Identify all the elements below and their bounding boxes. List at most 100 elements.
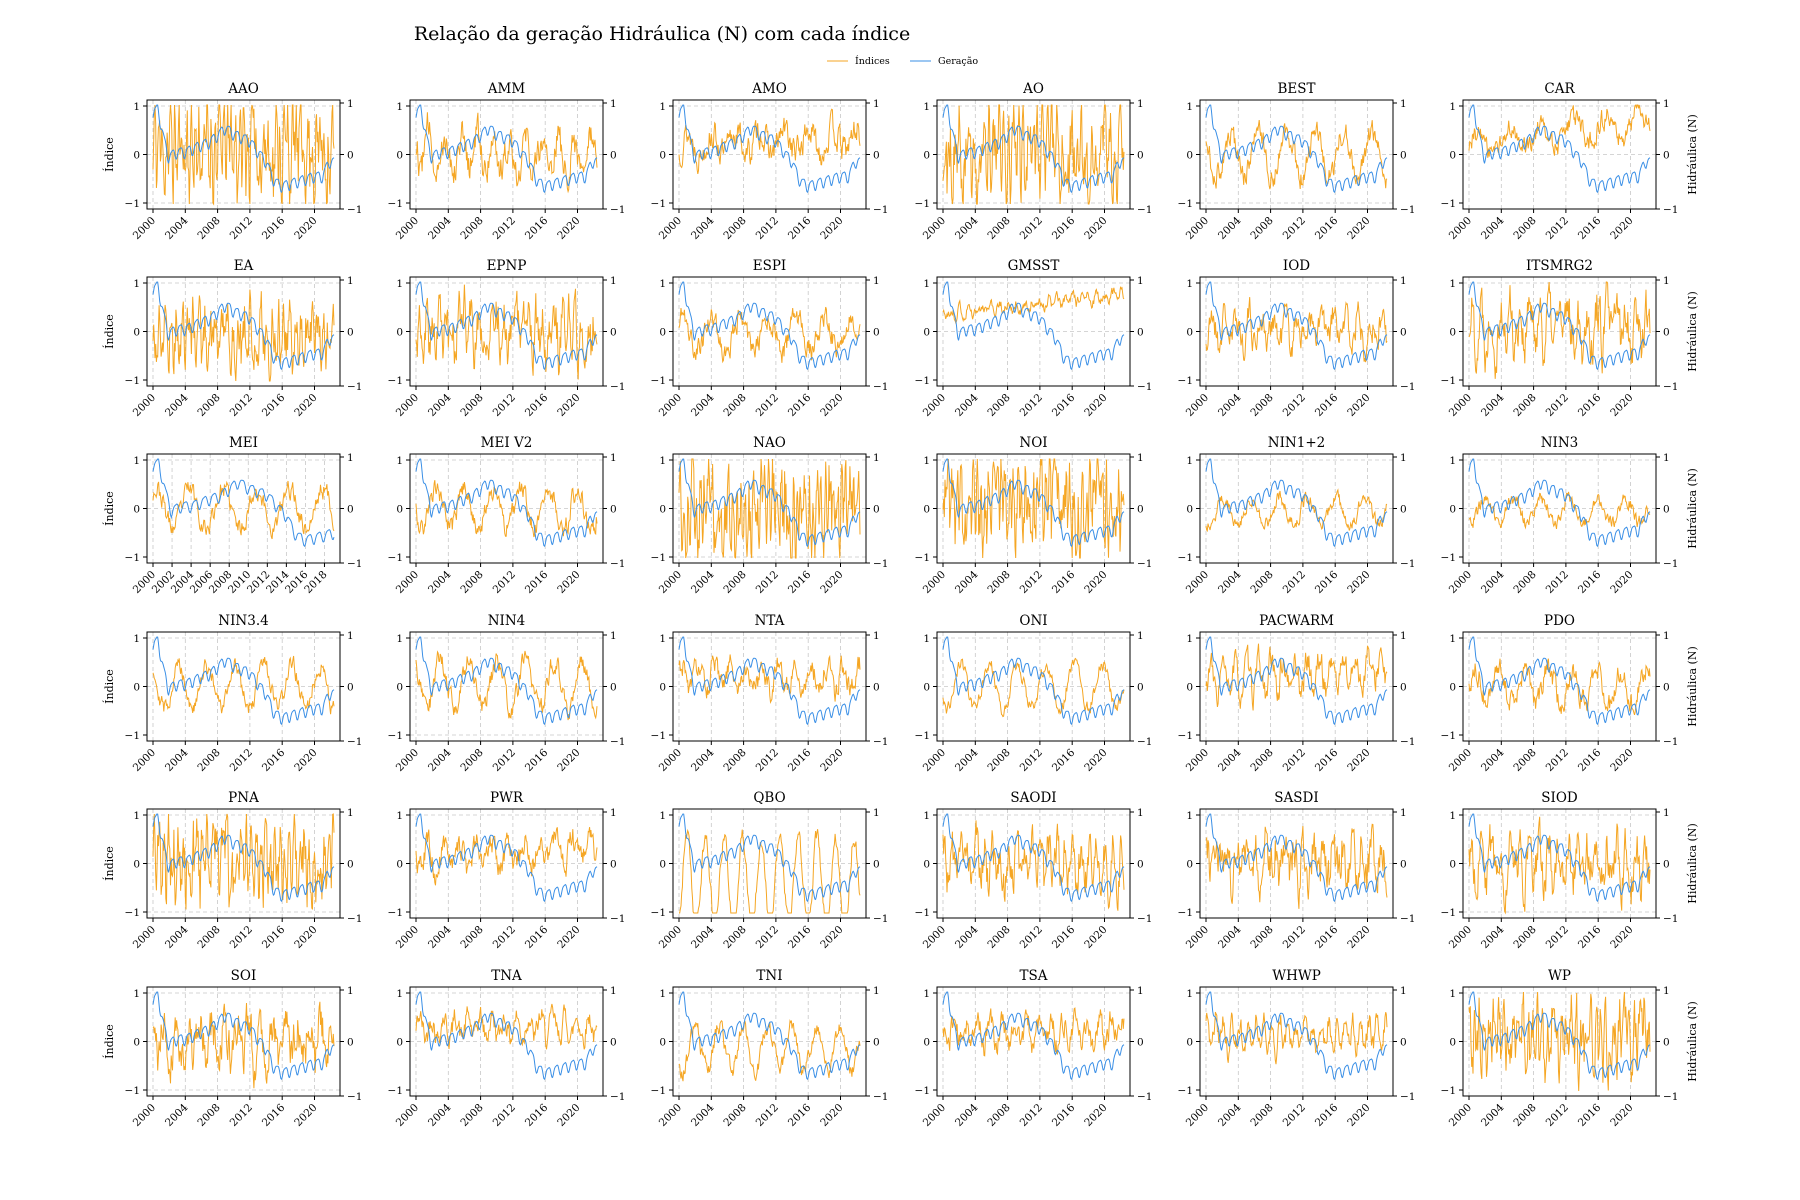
y-tick-label-right: 0 xyxy=(1400,859,1407,871)
series-indices xyxy=(1205,488,1388,533)
panel-title: SIOD xyxy=(1541,790,1578,806)
series-geracao xyxy=(1205,281,1388,371)
x-tick-label: 2016 xyxy=(523,391,551,419)
y-tick-label-right: 1 xyxy=(873,98,880,110)
y-tick-label-left: 0 xyxy=(659,859,666,871)
series-indices xyxy=(942,286,1125,325)
y-tick-label-left: 1 xyxy=(396,633,403,645)
y-tick-label-right: 0 xyxy=(347,150,354,162)
y-axis-label-left: Índice xyxy=(102,669,116,704)
x-tick-label: 2020 xyxy=(818,924,845,951)
x-tick-label: 2016 xyxy=(1050,214,1078,242)
y-tick-label-right: 1 xyxy=(1663,630,1670,642)
panel-nin3: NIN3 1 0 −1 −1 0 1 2000 2004 2008 2012 2016 2020 Hidr… xyxy=(1441,435,1699,596)
x-tick-label: 2012 xyxy=(754,215,781,242)
y-tick-label-left: 0 xyxy=(1186,327,1193,339)
series-indices xyxy=(678,306,861,364)
y-tick-label-left: 1 xyxy=(133,455,140,467)
y-tick-label-left: 1 xyxy=(133,633,140,645)
x-tick-label: 2000 xyxy=(131,924,158,951)
y-tick-label-left: 0 xyxy=(396,327,403,339)
x-tick-label: 2004 xyxy=(163,1101,191,1129)
x-tick-label: 2004 xyxy=(953,214,981,242)
y-tick-label-right: 1 xyxy=(610,807,617,819)
x-tick-label: 2012 xyxy=(1281,1102,1308,1129)
x-tick-label: 2016 xyxy=(786,923,814,951)
y-tick-label-right: −1 xyxy=(347,381,362,393)
y-tick-label-left: 0 xyxy=(659,504,666,516)
x-tick-label: 2000 xyxy=(394,1102,421,1129)
x-tick-label: 2012 xyxy=(754,569,781,596)
panel-epnp: EPNP 1 0 −1 −1 0 1 2000 2004 2008 2012 2016 2020 xyxy=(388,258,626,419)
y-axis-label-right: Hidráulica (N) xyxy=(1686,114,1699,195)
y-tick-label-right: 1 xyxy=(1400,985,1407,997)
x-tick-label: 2000 xyxy=(1184,1102,1211,1129)
y-tick-label-right: 0 xyxy=(610,327,617,339)
panel-title: WP xyxy=(1548,968,1571,984)
panel-saodi: SAODI 1 0 −1 −1 0 1 2000 2004 2008 2012 2016 2020 xyxy=(915,790,1153,951)
y-tick-label-left: 1 xyxy=(1449,810,1456,822)
y-tick-label-right: 1 xyxy=(873,807,880,819)
x-tick-label: 2000 xyxy=(657,392,684,419)
y-tick-label-left: 0 xyxy=(133,1037,140,1049)
x-tick-label: 2020 xyxy=(1345,747,1372,774)
y-tick-label-right: 0 xyxy=(873,150,880,162)
y-tick-label-right: 0 xyxy=(347,859,354,871)
y-tick-label-right: 0 xyxy=(1137,327,1144,339)
y-tick-label-right: −1 xyxy=(1400,1091,1415,1103)
x-tick-label: 2020 xyxy=(818,1102,845,1129)
y-tick-label-right: −1 xyxy=(873,204,888,216)
x-tick-label: 2000 xyxy=(394,924,421,951)
x-tick-label: 2020 xyxy=(555,569,582,596)
y-tick-label-right: 0 xyxy=(1400,682,1407,694)
x-tick-label: 2004 xyxy=(1216,214,1244,242)
y-tick-label-right: 0 xyxy=(1137,150,1144,162)
chart-title: Relação da geração Hidráulica (N) com ca… xyxy=(414,23,910,45)
y-tick-label-left: 0 xyxy=(1186,859,1193,871)
x-tick-label: 2008 xyxy=(195,747,222,774)
series-indices xyxy=(678,108,861,175)
y-tick-label-left: 0 xyxy=(1449,327,1456,339)
y-tick-label-right: 1 xyxy=(610,98,617,110)
y-tick-label-right: −1 xyxy=(1137,736,1152,748)
y-tick-label-left: −1 xyxy=(1441,552,1456,564)
x-tick-label: 2012 xyxy=(1544,747,1571,774)
x-tick-label: 2004 xyxy=(953,1101,981,1129)
series-indices xyxy=(415,284,598,380)
x-tick-label: 2016 xyxy=(260,923,288,951)
y-tick-label-left: 0 xyxy=(659,682,666,694)
panel-title: NAO xyxy=(753,435,786,451)
y-tick-label-right: 0 xyxy=(347,1037,354,1049)
y-tick-label-left: 1 xyxy=(1186,988,1193,1000)
y-tick-label-right: 1 xyxy=(873,985,880,997)
y-tick-label-left: 1 xyxy=(659,455,666,467)
y-tick-label-left: 0 xyxy=(396,859,403,871)
y-tick-label-left: −1 xyxy=(1178,907,1193,919)
x-tick-label: 2016 xyxy=(1576,391,1604,419)
x-tick-label: 2004 xyxy=(689,923,717,951)
series-geracao xyxy=(415,281,598,371)
y-tick-label-left: 1 xyxy=(1186,278,1193,290)
x-tick-label: 2004 xyxy=(426,746,454,774)
y-axis-label-left: Índice xyxy=(102,314,116,349)
x-tick-label: 2016 xyxy=(1576,1101,1604,1129)
x-tick-label: 2000 xyxy=(1184,392,1211,419)
x-tick-label: 2008 xyxy=(721,392,748,419)
x-tick-label: 2004 xyxy=(1216,568,1244,596)
y-tick-label-right: 1 xyxy=(873,452,880,464)
series-geracao xyxy=(152,813,335,903)
series-geracao xyxy=(678,458,861,548)
series-geracao xyxy=(1468,281,1651,371)
x-tick-label: 2008 xyxy=(721,747,748,774)
x-tick-label: 2020 xyxy=(292,924,319,951)
panel-nin4: NIN4 1 0 −1 −1 0 1 2000 2004 2008 2012 2016 2020 xyxy=(388,613,626,774)
panel-title: NIN4 xyxy=(488,613,526,629)
series-geracao xyxy=(1468,636,1651,726)
panel-best: BEST 1 0 −1 −1 0 1 2000 2004 2008 2012 2016 2020 xyxy=(1178,81,1416,242)
y-tick-label-left: −1 xyxy=(388,375,403,387)
y-tick-label-left: −1 xyxy=(125,730,140,742)
x-tick-label: 2000 xyxy=(131,392,158,419)
y-tick-label-left: −1 xyxy=(1178,375,1193,387)
y-tick-label-left: 0 xyxy=(133,859,140,871)
y-tick-label-right: −1 xyxy=(347,736,362,748)
